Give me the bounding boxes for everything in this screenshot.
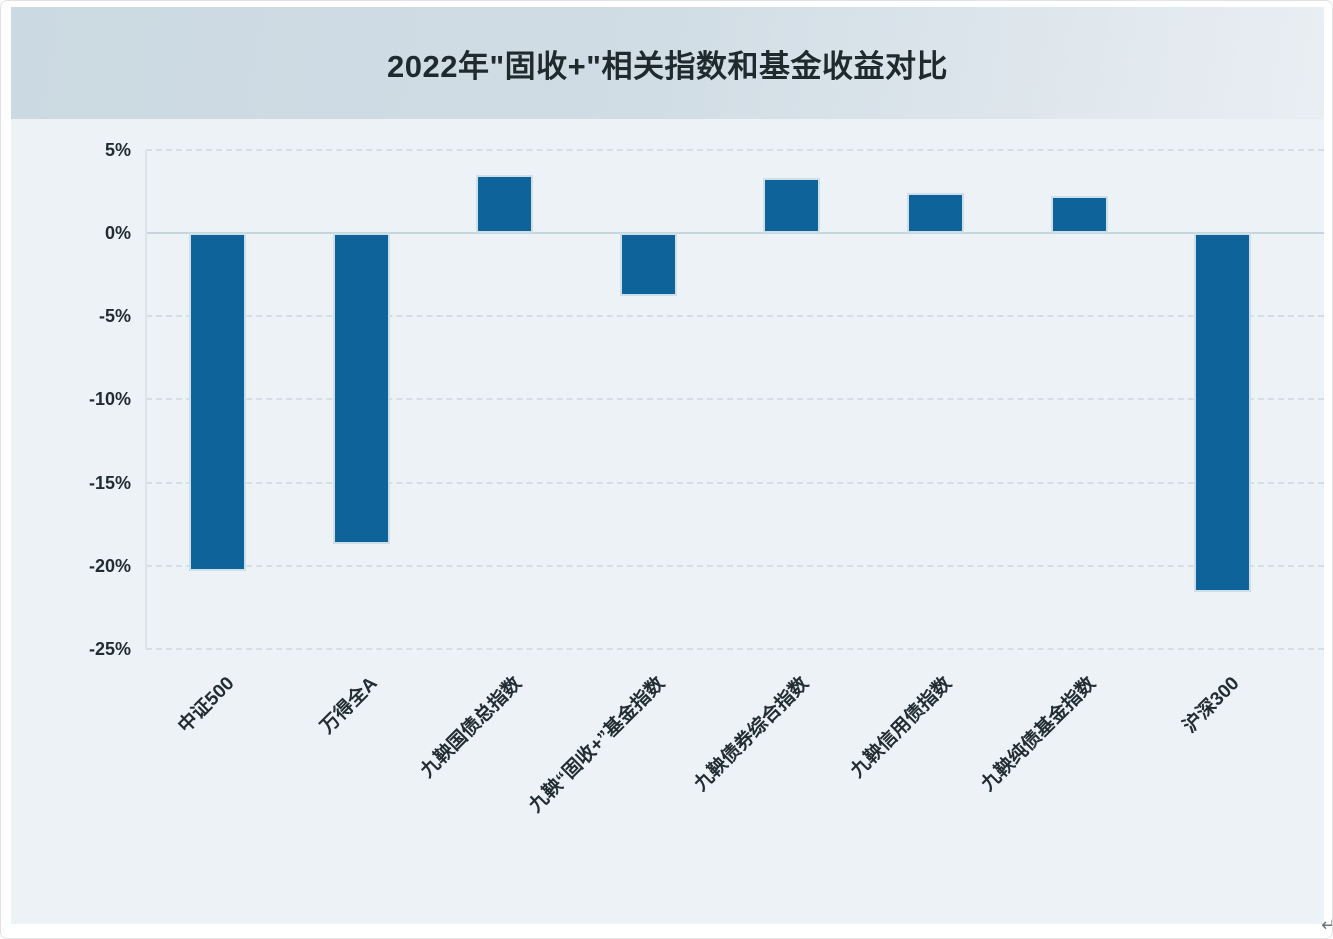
gridline	[146, 647, 1324, 650]
bar	[1194, 233, 1252, 593]
bar	[1050, 196, 1108, 233]
bar	[763, 178, 821, 233]
y-tick-label: 0%	[104, 223, 131, 243]
gridline	[146, 481, 1324, 484]
chart-title-band: 2022年"固收+"相关指数和基金收益对比	[11, 7, 1324, 119]
chart-title: 2022年"固收+"相关指数和基金收益对比	[387, 48, 948, 84]
y-tick-label: -15%	[88, 472, 131, 493]
y-tick-label: -5%	[98, 306, 131, 327]
y-tick-label: -20%	[88, 555, 131, 576]
y-tick-label: 5%	[104, 139, 131, 160]
gridline	[146, 315, 1324, 318]
y-tick-label: -10%	[88, 389, 131, 410]
gridline	[146, 398, 1324, 401]
bar	[476, 174, 534, 233]
bar	[619, 233, 677, 297]
return-arrow-icon: ↵	[1321, 916, 1332, 934]
bar	[906, 193, 964, 233]
gridline	[146, 564, 1324, 567]
y-tick-label: -25%	[88, 638, 131, 659]
bar	[188, 233, 246, 571]
zero-baseline	[146, 232, 1324, 234]
gridline	[146, 148, 1324, 151]
y-axis-line	[145, 150, 147, 649]
bar	[332, 233, 390, 545]
